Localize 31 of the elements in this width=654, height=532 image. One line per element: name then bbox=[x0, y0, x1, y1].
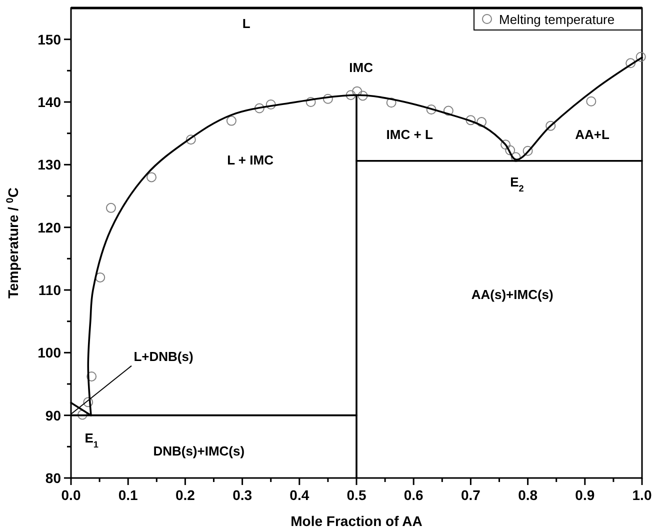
annotation: DNB(s)+IMC(s) bbox=[153, 443, 245, 458]
x-tick-label: 1.0 bbox=[632, 487, 652, 503]
annotation: AA+L bbox=[575, 126, 610, 142]
annotation: L+DNB(s) bbox=[134, 348, 194, 364]
annotation: IMC bbox=[349, 60, 374, 75]
y-tick-label: 90 bbox=[45, 407, 62, 424]
x-tick-label: 0.7 bbox=[460, 487, 481, 503]
y-tick-label: 80 bbox=[45, 470, 62, 486]
annotation: L bbox=[242, 16, 250, 32]
y-tick-label: 140 bbox=[38, 94, 62, 110]
y-tick-label: 100 bbox=[38, 344, 62, 361]
annotation: IMC + L bbox=[386, 126, 433, 142]
x-tick-label: 0.5 bbox=[346, 487, 366, 503]
x-tick-label: 0.0 bbox=[61, 487, 81, 503]
annotation: AA(s)+IMC(s) bbox=[471, 286, 554, 302]
legend-label: Melting temperature bbox=[499, 12, 615, 27]
y-tick-label: 130 bbox=[38, 156, 62, 173]
x-tick-label: 0.4 bbox=[290, 487, 310, 503]
y-tick-label: 150 bbox=[38, 31, 62, 48]
x-axis-title: Mole Fraction of AA bbox=[290, 513, 422, 529]
x-tick-label: 0.8 bbox=[518, 487, 538, 503]
y-tick-label: 120 bbox=[38, 219, 62, 236]
annotation: E$_{1}$ bbox=[84, 430, 98, 450]
x-tick-label: 0.9 bbox=[575, 487, 595, 503]
y-tick-label: 110 bbox=[38, 282, 62, 298]
x-tick-label: 0.3 bbox=[232, 487, 252, 503]
annotation: E$_{2}$ bbox=[510, 174, 524, 194]
x-tick-label: 0.1 bbox=[118, 487, 138, 503]
x-tick-label: 0.6 bbox=[404, 487, 424, 503]
annotation: L + IMC bbox=[227, 152, 274, 168]
x-tick-label: 0.2 bbox=[175, 487, 196, 503]
